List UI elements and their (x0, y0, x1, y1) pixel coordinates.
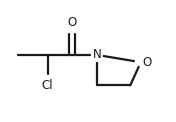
Text: Cl: Cl (42, 79, 53, 92)
Text: O: O (143, 56, 152, 69)
Text: N: N (92, 48, 101, 61)
Text: O: O (68, 16, 77, 29)
